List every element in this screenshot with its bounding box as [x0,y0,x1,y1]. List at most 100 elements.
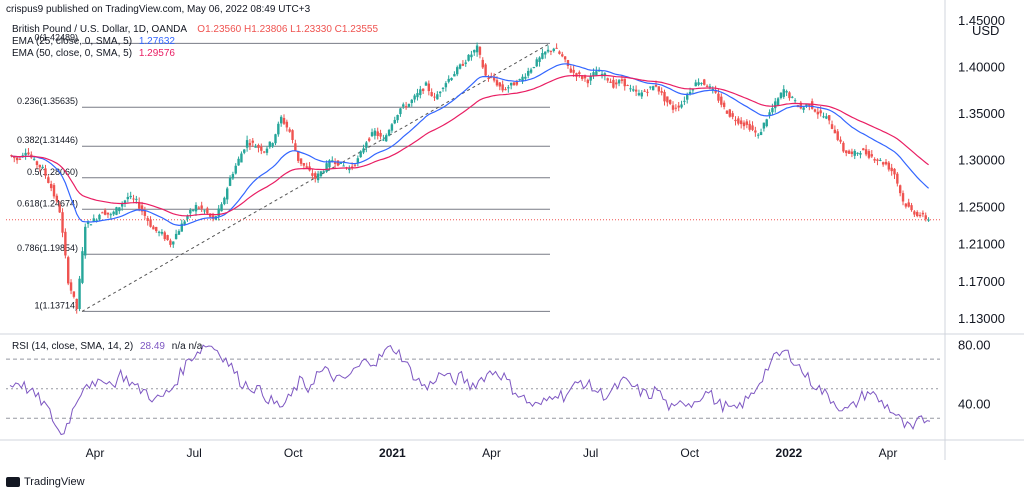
candle-body [782,89,785,97]
candle-body [251,140,254,143]
candle-body [186,215,189,219]
candle-body [137,201,141,209]
candle-body [862,148,865,151]
candle-body [166,235,169,241]
ohlc-low: L1.23330 [290,24,332,35]
candle-body [475,45,479,53]
candle-body [532,66,536,68]
candle-body [146,218,149,221]
candle-body [132,198,135,200]
candle-body [208,213,212,217]
rsi-tick-label: 80.00 [958,337,991,352]
candle-body [725,110,729,114]
candle-body [160,231,164,234]
candle-body [501,84,504,91]
candle-body [297,150,300,161]
candle-body [791,96,794,98]
candle-body [314,173,317,179]
candle-body [881,162,885,165]
time-tick-label: Jul [186,446,201,460]
candle-body [75,298,78,310]
candle-body [183,221,186,225]
candle-body [765,119,768,127]
candle-body [302,163,306,166]
candle-body [759,132,763,136]
candle-body [197,207,201,209]
candle-body [243,149,246,153]
candle-body [626,85,629,87]
candle-body [561,54,564,57]
candle-body [827,115,831,121]
price-tick-label: 1.35000 [958,106,1005,121]
candle-body [265,148,269,153]
candle-body [413,95,416,100]
candle-body [720,96,723,105]
candle-body [697,82,700,85]
candle-body [447,78,450,82]
candle-body [887,162,891,170]
candle-body [169,240,172,245]
ema25-legend: EMA (25, close, 0, SMA, 5) 1.27632 [12,36,175,47]
rsi-line [9,344,931,436]
candle-body [461,63,465,66]
candle-body [438,91,442,94]
ohlc-close: C1.23555 [334,24,379,35]
candle-body [86,221,90,224]
candle-body [609,81,612,83]
candle-body [61,212,64,233]
candle-body [762,122,766,129]
candle-body [402,104,405,107]
candle-body [342,165,345,167]
candle-body [586,79,590,84]
rsi-value: 28.49 [139,341,165,352]
candle-body [478,46,482,55]
ema25-line [11,63,930,227]
time-tick-label: 2021 [379,446,406,460]
candle-body [322,171,325,173]
candle-body [149,219,152,227]
candle-body [651,86,655,91]
candle-body [279,116,283,124]
candle-body [260,146,263,151]
candle-body [498,82,502,87]
candle-body [359,151,362,158]
time-tick-label: 2022 [776,446,803,460]
candle-body [404,106,408,108]
candle-body [910,205,913,211]
candle-body [634,89,638,92]
candle-body [916,212,919,217]
candle-body [927,219,930,221]
candle-body [515,81,519,85]
candle-body [688,91,692,95]
price-tick-label: 1.30000 [958,153,1005,168]
time-tick-label: Apr [86,446,105,460]
candle-body [268,141,272,148]
candle-body [376,131,379,136]
candle-body [453,74,456,77]
candle-body [399,108,402,115]
candle-body [774,101,777,109]
candle-body [277,123,280,135]
candle-body [396,115,399,121]
candle-body [870,154,873,157]
candle-body [705,85,709,87]
candle-body [274,134,277,144]
candle-body [174,233,178,240]
candle-body [864,149,868,155]
ema50-line [11,74,929,217]
candle-body [649,86,652,88]
fib-level-label: 0(1.42489) [34,32,78,42]
candle-body [458,64,462,69]
candle-body [850,151,854,154]
candle-body [444,83,448,88]
candle-body [544,51,547,55]
candle-body [612,79,615,88]
candle-body [549,50,553,52]
candle-body [163,232,166,240]
candle-body [620,79,624,81]
candle-body [217,208,220,217]
candle-body [896,173,899,184]
candle-body [419,89,422,96]
candle-body [464,62,467,64]
candle-body [424,82,428,86]
